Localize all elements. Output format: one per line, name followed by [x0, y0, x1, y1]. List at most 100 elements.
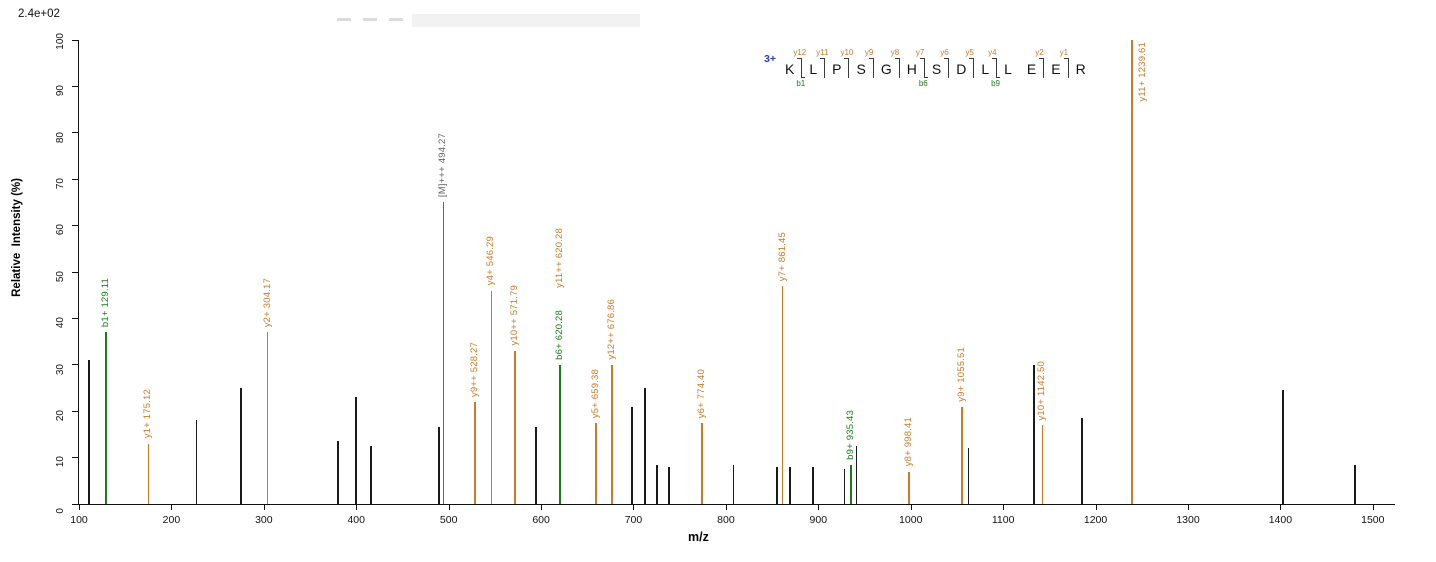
y-ion-label-y11: y11 [816, 48, 829, 57]
y-tick-100 [72, 39, 79, 41]
y-tick-0 [72, 503, 79, 505]
y-ion-label-y7: y7 [915, 48, 925, 57]
peak-304.17-y2+ [266, 332, 269, 504]
peak-676.86-y12++ [611, 364, 613, 504]
peak-1480.8 [1354, 464, 1356, 504]
peak-594.3 [535, 427, 537, 504]
y-ion-label-y12: y12 [793, 48, 807, 57]
y-tick-label-60: 60 [55, 224, 66, 236]
peak-1239.61-y11+ [1131, 40, 1133, 504]
peak-998.41-y8+ [908, 471, 911, 504]
x-tick-200 [171, 504, 173, 510]
y-tick-90 [72, 85, 79, 87]
ghost-artifact-dash [389, 18, 403, 21]
peak-725.4 [656, 464, 658, 504]
peak-annotation-y11++: y11++ 620.28 [553, 228, 565, 288]
x-tick-label-900: 900 [809, 514, 828, 526]
y-tick-label-40: 40 [55, 317, 66, 329]
peak-941.5 [855, 446, 858, 504]
peak-698.4 [631, 406, 633, 504]
fragment-boundary-8: y5 [965, 48, 977, 78]
peak-annotation-y11+: y11+ 1239.61 [1137, 42, 1149, 102]
y-ion-label-y5: y5 [965, 48, 974, 57]
peak-annotation-y6+: y6+ 774.40 [696, 368, 708, 418]
peak-894.5 [812, 466, 815, 504]
peak-annotation-y8+: y8+ 998.41 [903, 417, 915, 467]
peak-494.27-[M]+++ [442, 202, 445, 504]
residue-11-E: E [1026, 61, 1037, 77]
fragment-boundary-9: y4 b9 [988, 48, 1001, 88]
y-tick-label-10: 10 [55, 456, 66, 468]
peak-712.4 [644, 388, 646, 504]
x-tick-1500 [1372, 504, 1374, 510]
peak-175.12-y1+ [147, 443, 150, 504]
x-tick-600 [541, 504, 543, 510]
peak-659.38-y5+ [595, 422, 597, 504]
y-tick-20 [72, 410, 79, 412]
base-peak-intensity-label: 2.4e+02 [18, 8, 60, 20]
x-tick-400 [356, 504, 358, 510]
residue-1-K: K [785, 61, 795, 77]
peak-annotation-y9++: y9++ 528.27 [468, 341, 480, 397]
y-tick-40 [72, 317, 79, 319]
peak-571.79-y10++ [514, 350, 516, 504]
fragment-boundary-2: y11 [816, 48, 828, 78]
peak-annotation-b1+: b1+ 129.11 [99, 278, 111, 328]
x-tick-label-1300: 1300 [1176, 514, 1200, 526]
peak-1402.7 [1282, 390, 1284, 504]
peak-861.45-y7+ [781, 285, 784, 504]
y-tick-70 [72, 178, 79, 180]
y-ion-label-y4: y4 [988, 48, 997, 57]
y-tick-60 [72, 225, 79, 227]
x-tick-label-1400: 1400 [1268, 514, 1293, 526]
x-tick-100 [79, 504, 80, 510]
peak-129.11-b1+ [105, 332, 107, 504]
peak-annotation-y10+: y10+ 1142.50 [1036, 360, 1048, 421]
peak-annotation-b6+: b6+ 620.28 [553, 310, 565, 360]
peak-275.1 [240, 388, 242, 504]
y-ion-label-y9: y9 [864, 48, 874, 57]
peak-1142.5-y10+ [1041, 425, 1044, 504]
peak-1055.51-y9+ [961, 406, 963, 504]
peak-annotation-y12++: y12++ 676.86 [606, 299, 618, 360]
residue-4-S: S [856, 61, 866, 77]
peak-annotation-[M]+++: [M]+++ 494.27 [437, 133, 449, 198]
x-tick-900 [818, 504, 820, 510]
x-tick-label-700: 700 [624, 514, 643, 526]
ghost-artifact-dash [337, 18, 351, 21]
y-ion-label-y8: y8 [890, 48, 900, 57]
peak-416.2 [370, 446, 372, 504]
peak-546.29-y4+ [490, 290, 493, 504]
peak-855.4 [776, 466, 778, 504]
y-tick-label-80: 80 [55, 131, 66, 143]
peak-399.8 [355, 397, 357, 504]
residue-12-E: E [1051, 61, 1061, 77]
fragment-boundary-7: y6 [940, 48, 952, 78]
x-tick-500 [448, 504, 450, 510]
peak-935.43-b9+ [850, 464, 852, 504]
x-tick-1000 [910, 504, 912, 510]
fragment-boundary-1: y12 b1 [793, 48, 806, 88]
peak-annotation-y4+: y4+ 546.29 [485, 236, 497, 286]
y-tick-label-70: 70 [55, 178, 66, 190]
peak-annotation-y10++: y10++ 571.79 [509, 285, 520, 346]
x-tick-label-1200: 1200 [1083, 514, 1108, 526]
y-tick-label-90: 90 [55, 85, 66, 97]
residue-6-H: H [906, 61, 917, 77]
fragment-boundary-6: y7 b6 [916, 48, 928, 88]
x-tick-label-300: 300 [255, 514, 273, 526]
fragment-boundary-12: y1 [1060, 48, 1072, 78]
x-tick-label-400: 400 [347, 514, 365, 526]
peak-528.27-y9++ [473, 401, 476, 504]
y-tick-label-20: 20 [55, 410, 66, 422]
x-tick-label-800: 800 [717, 514, 735, 526]
peak-869.4 [789, 466, 791, 504]
x-tick-label-1100: 1100 [991, 514, 1015, 526]
peak-738.4 [668, 466, 670, 504]
x-tick-1300 [1187, 504, 1189, 510]
peak-annotation-b9+: b9+ 935.43 [845, 409, 857, 460]
y-tick-10 [72, 457, 79, 459]
